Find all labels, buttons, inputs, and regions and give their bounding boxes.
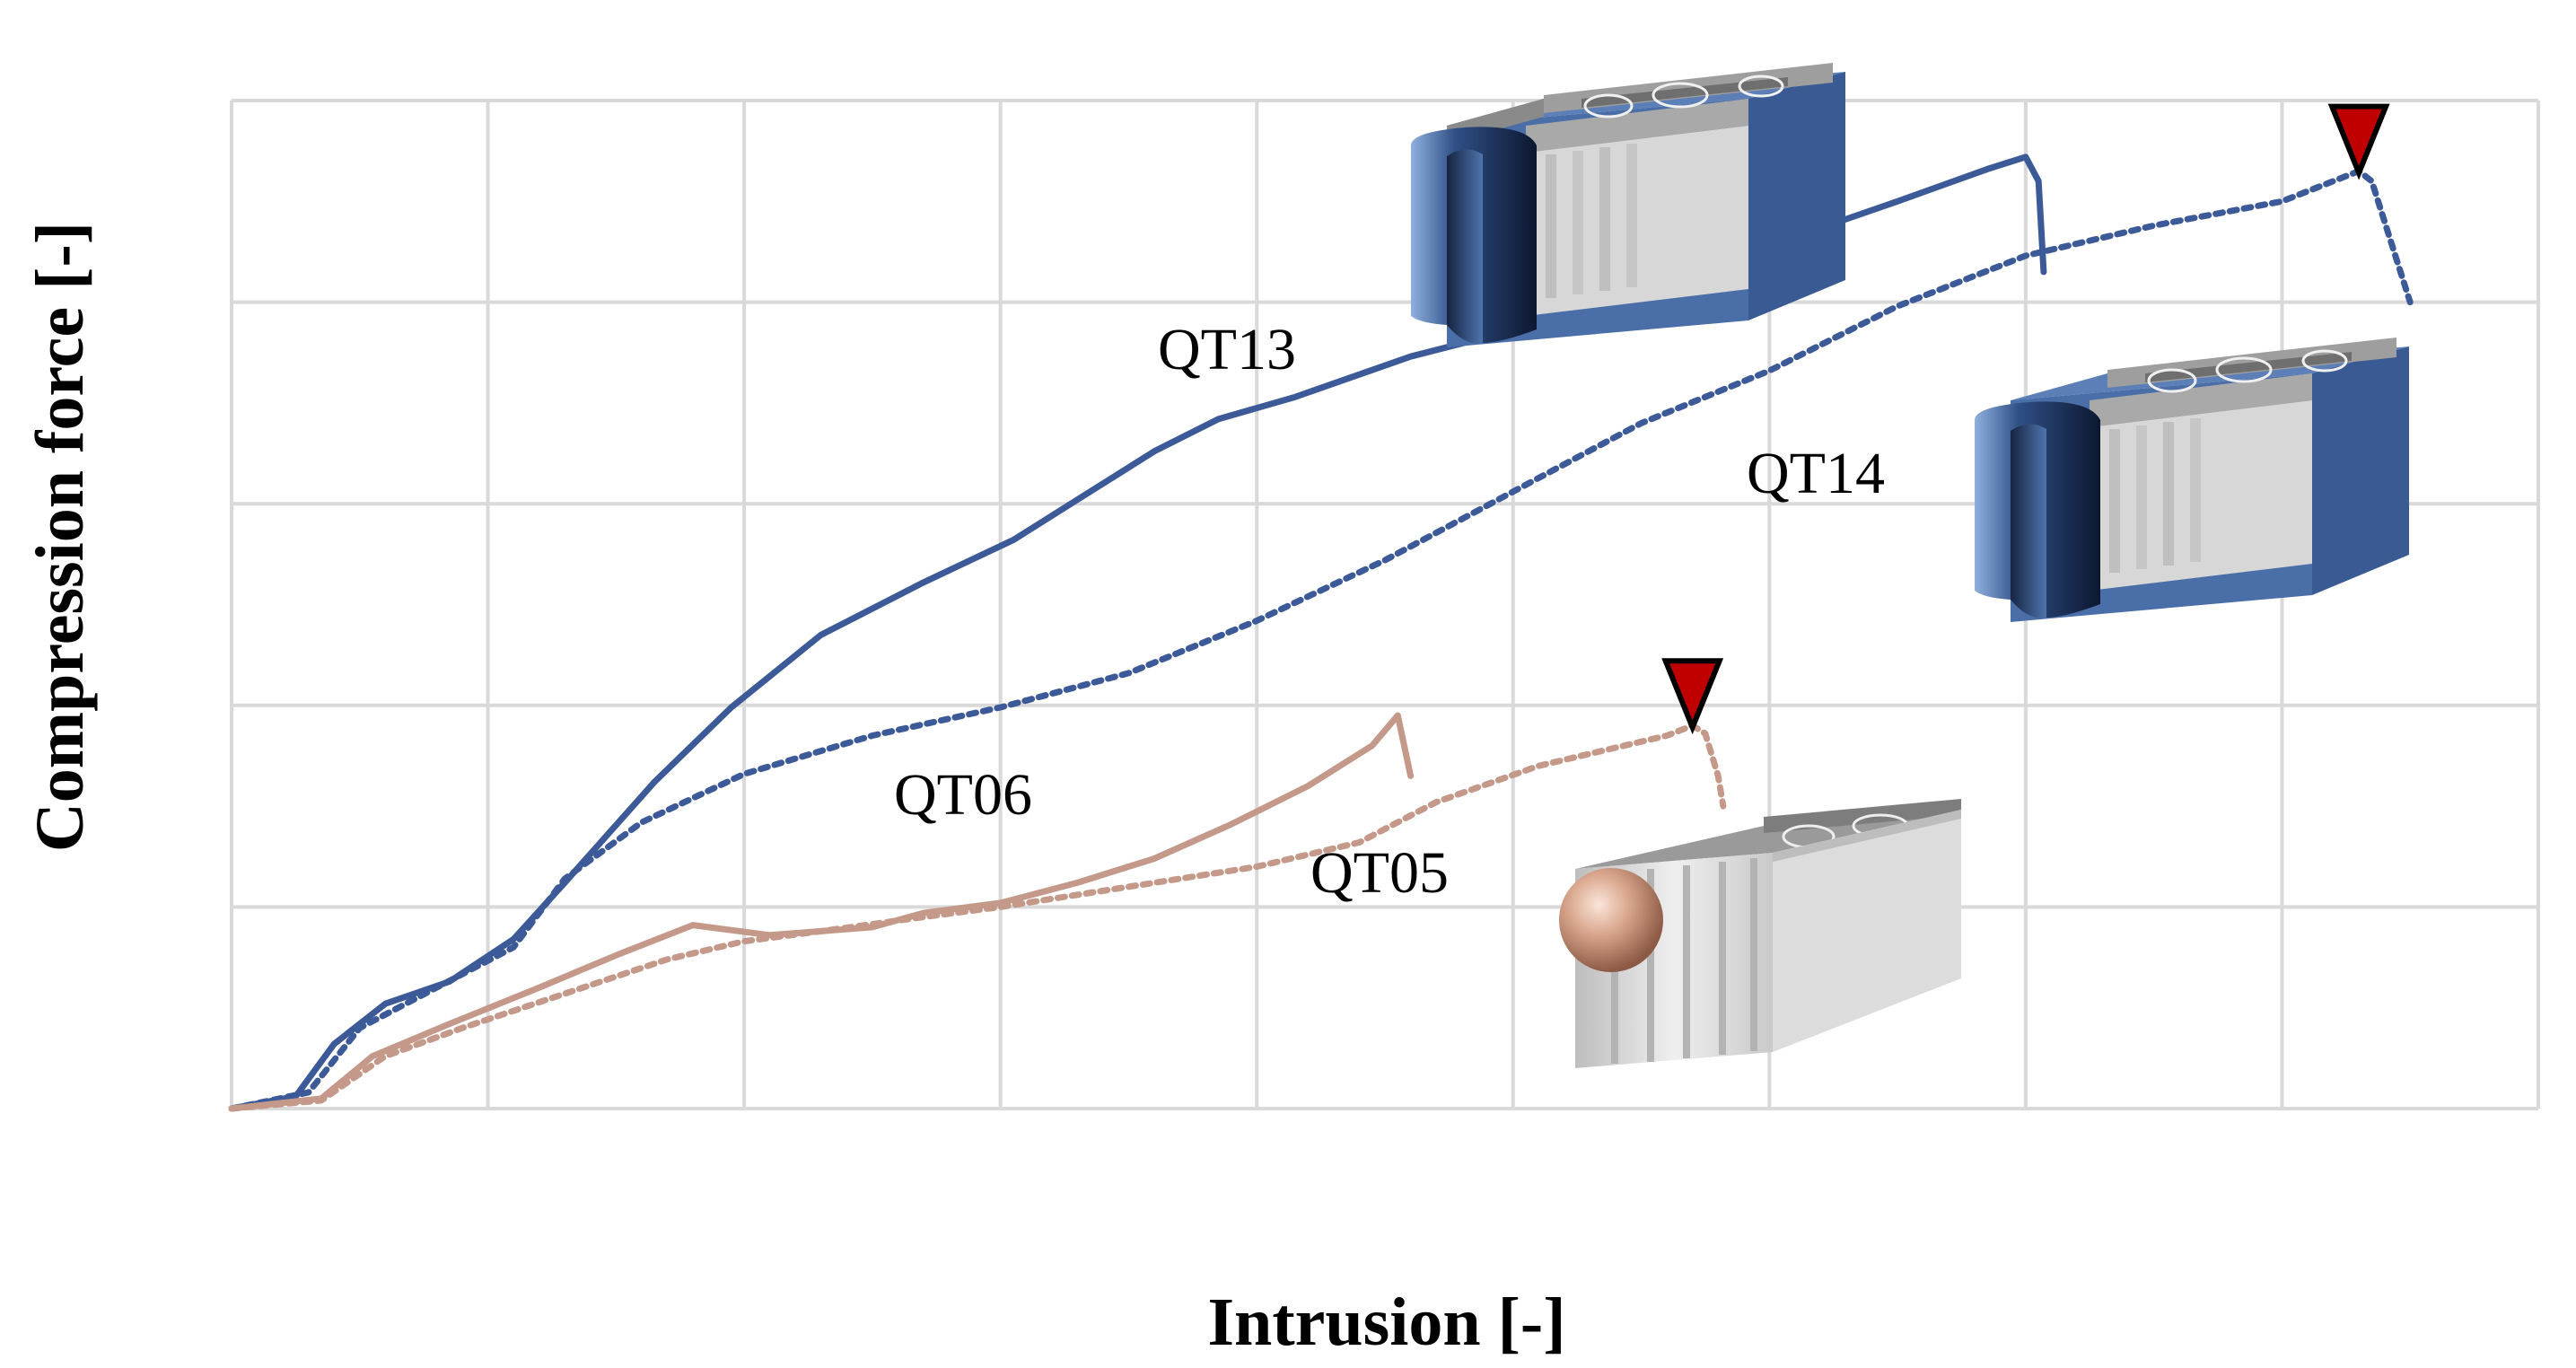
series-line-qt05 [228, 722, 1727, 1112]
battery-module-with-spherical-impactor-icon [1559, 799, 1961, 1068]
battery-module-with-cylindrical-impactor-icon [1411, 63, 1845, 347]
failure-markers [1661, 103, 2390, 735]
series-label-qt13: QT13 [1158, 317, 1296, 382]
series-line-qt14 [228, 168, 2414, 1112]
series-label-qt06: QT06 [894, 762, 1032, 828]
series-layer [228, 153, 2414, 1112]
x-axis-title: Intrusion [-] [1207, 1285, 1565, 1360]
series-label-qt14: QT14 [1747, 441, 1885, 506]
y-axis-title: Compression force [-] [22, 222, 98, 852]
failure-marker-icon [2327, 103, 2390, 180]
battery-module-with-cylindrical-impactor-icon [1975, 338, 2409, 622]
series-label-qt05: QT05 [1310, 840, 1449, 906]
failure-marker-icon [1661, 658, 1724, 735]
series-line-qt06 [228, 712, 1415, 1112]
